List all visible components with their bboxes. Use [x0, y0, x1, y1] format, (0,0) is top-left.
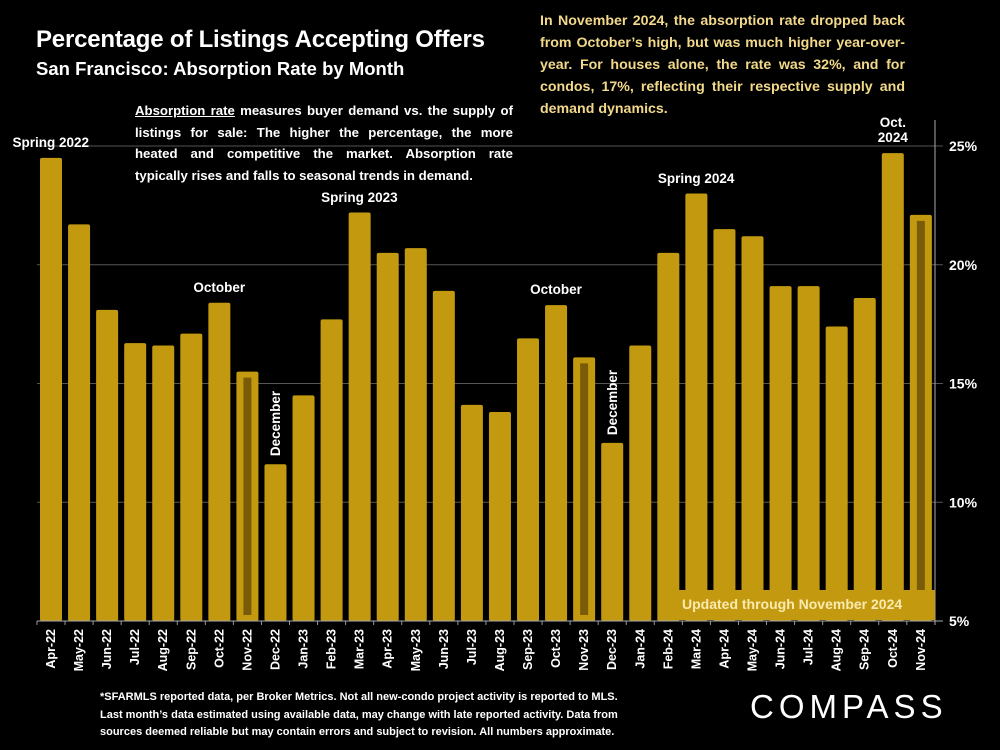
- updated-banner-text: Updated through November 2024: [682, 596, 903, 612]
- bar-mar-24: [685, 193, 708, 621]
- y-tick-label: 25%: [949, 138, 978, 154]
- bar-sep-23: [517, 338, 540, 621]
- bar-oct-22: [208, 302, 231, 621]
- x-tick-label: Jul-23: [465, 629, 479, 665]
- chart-subtitle: San Francisco: Absorption Rate by Month: [36, 58, 405, 79]
- bar-dec-22: [264, 464, 287, 621]
- x-tick-label: Nov-22: [240, 629, 254, 671]
- absorption-rate-definition: measures buyer demand vs. the supply of …: [135, 103, 513, 183]
- x-tick-label: Jul-24: [802, 629, 816, 665]
- x-tick-label: Feb-23: [325, 629, 339, 669]
- annotation-label: Spring 2024: [657, 170, 735, 186]
- x-tick-label: Dec-22: [268, 629, 282, 670]
- x-tick-label: Jun-23: [437, 629, 451, 669]
- highlight-stripe: [916, 220, 925, 615]
- bar-may-24: [741, 236, 764, 621]
- x-tick-label: Apr-24: [717, 629, 731, 669]
- november-callout: In November 2024, the absorption rate dr…: [540, 13, 905, 117]
- bar-apr-24: [713, 229, 736, 621]
- bar-mar-23: [348, 212, 371, 621]
- y-tick-label: 5%: [949, 613, 970, 629]
- y-tick-label: 20%: [949, 257, 978, 273]
- bar-jan-24: [629, 345, 652, 621]
- bar-oct-23: [545, 305, 568, 621]
- x-tick-label: Oct-24: [886, 629, 900, 668]
- x-tick-label: Jan-23: [297, 629, 311, 669]
- absorption-rate-description: Absorption rate measures buyer demand vs…: [135, 100, 513, 186]
- x-tick-label: Jun-24: [774, 629, 788, 669]
- x-tick-label: Jun-22: [100, 629, 114, 669]
- x-tick-label: Nov-24: [914, 629, 928, 671]
- annotation-label: Oct. 2024: [877, 115, 908, 146]
- updated-banner: Updated through November 2024: [672, 590, 935, 620]
- x-tick-label: Apr-23: [381, 629, 395, 669]
- bar-sep-24: [853, 298, 876, 621]
- bar-dec-23: [601, 442, 624, 621]
- annotation-label: October: [193, 279, 246, 295]
- x-tick-label: Feb-24: [661, 629, 675, 669]
- bar-may-22: [68, 224, 91, 621]
- x-tick-label: May-23: [409, 629, 423, 671]
- annotation-label: Spring 2022: [12, 134, 90, 150]
- bars: [40, 153, 932, 621]
- annotation-label: December: [604, 369, 620, 436]
- absorption-rate-term: Absorption rate: [135, 103, 235, 118]
- x-tick-label: Oct-22: [212, 629, 226, 668]
- x-tick-label: Aug-24: [830, 629, 844, 671]
- bar-may-23: [404, 248, 427, 621]
- annotation-label: October: [530, 282, 582, 298]
- bar-aug-23: [488, 412, 511, 621]
- axes: [36, 120, 943, 625]
- x-tick-label: Oct-23: [549, 629, 563, 668]
- y-tick-label: 15%: [949, 376, 978, 392]
- bar-aug-22: [152, 345, 175, 621]
- x-tick-label: May-24: [746, 629, 760, 671]
- bar-oct-24: [881, 153, 904, 621]
- x-tick-label: Sep-23: [521, 629, 535, 670]
- highlight-stripe: [580, 363, 589, 615]
- bar-jun-24: [769, 286, 792, 621]
- bar-jan-23: [292, 395, 315, 621]
- highlight-stripe: [243, 377, 252, 615]
- x-tick-label: Aug-23: [493, 629, 507, 671]
- bar-jul-22: [124, 343, 147, 621]
- x-tick-label: Dec-23: [605, 629, 619, 670]
- bar-apr-23: [376, 252, 399, 621]
- x-tick-label: Jul-22: [128, 629, 142, 665]
- annotation-label: Spring 2023: [321, 189, 398, 205]
- bar-jun-23: [432, 290, 455, 621]
- bar-apr-22: [40, 157, 62, 621]
- x-tick-label: Mar-24: [689, 629, 703, 669]
- bar-jul-24: [797, 286, 820, 621]
- compass-logo: COMPASS: [750, 688, 948, 725]
- bar-feb-23: [320, 319, 343, 621]
- x-tick-label: Aug-22: [156, 629, 170, 671]
- footnote: *SFARMLS reported data, per Broker Metri…: [100, 689, 700, 742]
- x-tick-label: May-22: [72, 629, 86, 671]
- y-axis-labels: 5% 10% 15% 20% 25%: [949, 138, 978, 629]
- bar-feb-24: [657, 252, 680, 621]
- x-tick-label: Nov-23: [577, 629, 591, 671]
- bar-jun-22: [96, 309, 119, 621]
- x-tick-label: Mar-23: [353, 629, 367, 669]
- x-axis-labels: Apr-22 May-22 Jun-22 Jul-22 Aug-22 Sep-22 Oct-…: [44, 629, 928, 671]
- x-tick-label: Sep-22: [184, 629, 198, 670]
- y-tick-label: 10%: [949, 494, 978, 510]
- bar-aug-24: [825, 326, 848, 621]
- x-tick-label: Apr-22: [44, 629, 58, 669]
- footnote-line: sources deemed reliable but may contain …: [100, 726, 615, 738]
- x-tick-label: Sep-24: [858, 629, 872, 670]
- footnote-line: Last month’s data estimated using availa…: [100, 708, 618, 721]
- chart-title: Percentage of Listings Accepting Offers: [36, 26, 485, 53]
- bar-jul-23: [460, 404, 483, 621]
- footnote-line: *SFARMLS reported data, per Broker Metri…: [100, 691, 618, 703]
- annotation-label: December: [268, 391, 284, 457]
- bar-sep-22: [180, 333, 203, 621]
- x-tick-label: Jan-24: [633, 629, 647, 669]
